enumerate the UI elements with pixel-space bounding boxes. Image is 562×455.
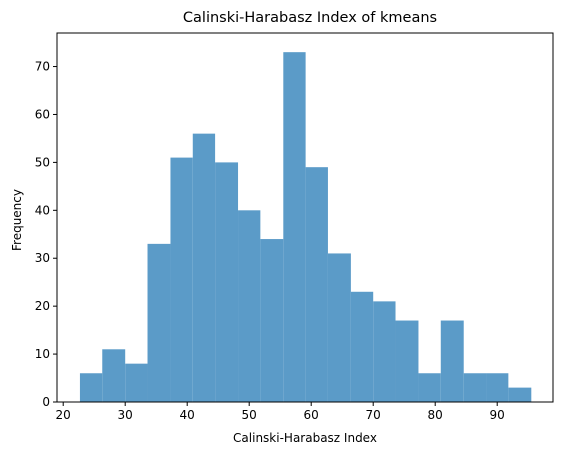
histogram-bar bbox=[440, 320, 464, 402]
histogram-bar bbox=[283, 52, 306, 403]
histogram-bar bbox=[102, 349, 126, 402]
histogram-bar bbox=[170, 157, 193, 402]
histogram-bar bbox=[373, 301, 396, 402]
histogram-bar bbox=[350, 291, 374, 402]
x-tick-label: 70 bbox=[366, 408, 381, 422]
histogram-bar bbox=[192, 133, 216, 402]
x-axis-label: Calinski-Harabasz Index bbox=[233, 431, 377, 445]
histogram-bar bbox=[508, 387, 532, 402]
x-tick-label: 40 bbox=[180, 408, 195, 422]
y-tick-label: 50 bbox=[35, 155, 50, 169]
histogram-bar bbox=[125, 363, 148, 402]
histogram-bar bbox=[327, 253, 351, 402]
histogram-bar bbox=[305, 167, 328, 402]
y-tick-label: 70 bbox=[35, 60, 50, 74]
axes-frame bbox=[56, 32, 554, 403]
histogram-bar bbox=[395, 320, 419, 402]
histogram-bar bbox=[147, 243, 171, 402]
y-tick-label: 30 bbox=[35, 251, 50, 265]
histogram-bar bbox=[260, 239, 284, 402]
x-tick-label: 90 bbox=[490, 408, 505, 422]
histogram-bar bbox=[238, 210, 261, 402]
histogram-bar bbox=[486, 373, 509, 402]
y-axis-label: Frequency bbox=[10, 189, 24, 251]
histogram-bar bbox=[215, 162, 239, 402]
plot-frame bbox=[56, 32, 554, 403]
histogram-bar bbox=[418, 373, 441, 402]
y-tick-label: 0 bbox=[42, 395, 50, 409]
x-tick-label: 50 bbox=[242, 408, 257, 422]
x-tick-label: 20 bbox=[56, 408, 71, 422]
chart-title: Calinski-Harabasz Index of kmeans bbox=[183, 10, 437, 26]
x-tick-label: 80 bbox=[428, 408, 443, 422]
histogram-bar bbox=[79, 373, 103, 402]
y-axis-ticks: 0 10 20 30 40 50 60 70 bbox=[35, 60, 57, 409]
histogram-bar bbox=[463, 373, 487, 402]
x-tick-label: 60 bbox=[304, 408, 319, 422]
x-tick-label: 30 bbox=[118, 408, 133, 422]
y-tick-label: 40 bbox=[35, 203, 50, 217]
histogram-bars bbox=[79, 52, 532, 403]
y-tick-label: 20 bbox=[35, 299, 50, 313]
y-tick-label: 60 bbox=[35, 107, 50, 121]
x-axis-ticks: 20 30 40 50 60 70 80 90 bbox=[56, 402, 505, 422]
y-tick-label: 10 bbox=[35, 347, 50, 361]
